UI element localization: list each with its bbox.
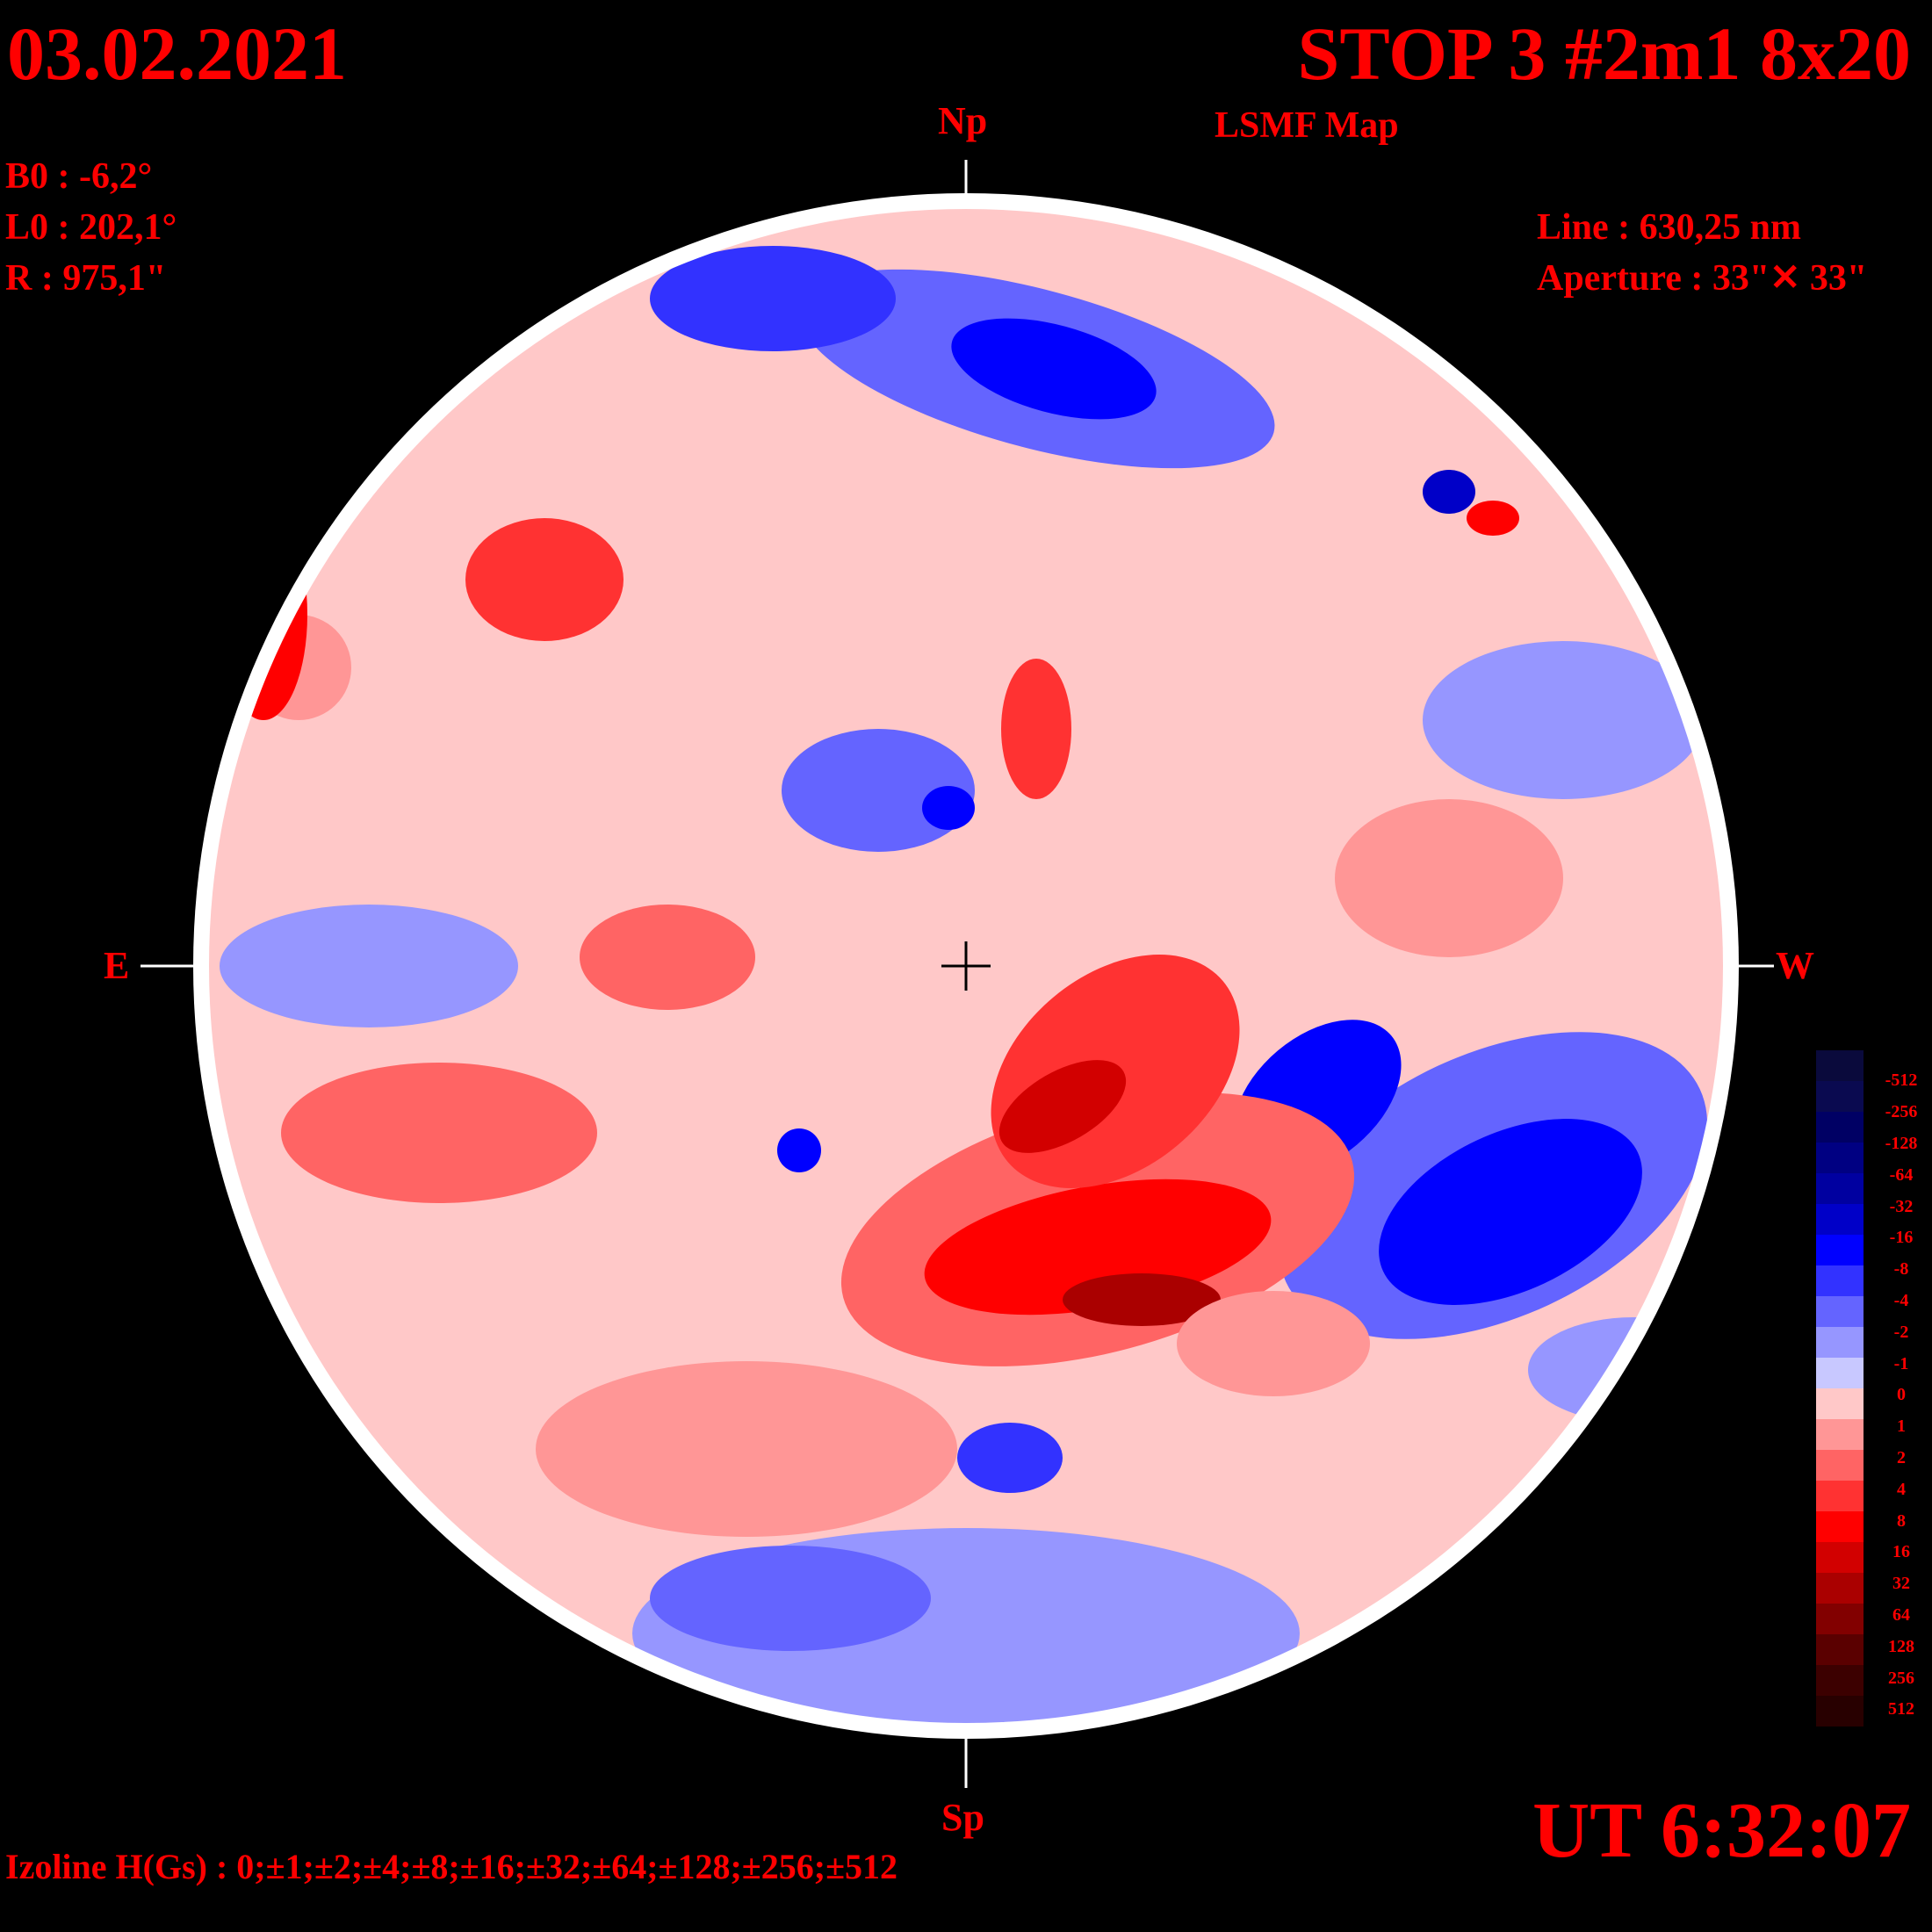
colorbar-label: -512 — [1885, 1071, 1918, 1091]
colorbar-cell — [1816, 1050, 1864, 1081]
colorbar-cell — [1816, 1573, 1864, 1604]
colorbar-cell — [1816, 1081, 1864, 1112]
colorbar-cell — [1816, 1327, 1864, 1358]
param-b0: B0 : -6,2° — [5, 156, 153, 197]
colorbar-label: -1 — [1893, 1353, 1909, 1373]
colorbar-cell — [1816, 1542, 1864, 1573]
colorbar-label: 2 — [1897, 1447, 1906, 1467]
colorbar-cell — [1816, 1604, 1864, 1634]
colorbar-label: -2 — [1893, 1322, 1909, 1342]
colorbar-cell — [1816, 1265, 1864, 1296]
colorbar-label: 512 — [1888, 1699, 1914, 1719]
colorbar — [1816, 1050, 1865, 1727]
colorbar-label: -32 — [1889, 1196, 1914, 1216]
colorbar-cell — [1816, 1696, 1864, 1727]
colorbar-label: 0 — [1897, 1385, 1906, 1405]
colorbar-labels: -512 -256 -128 -64 -32 -16 -8 -4 -2 -1 0 1 2 4 8 16 32 64… — [1871, 1065, 1932, 1726]
colorbar-cell — [1816, 1204, 1864, 1235]
colorbar-cell — [1816, 1296, 1864, 1327]
colorbar-label: -4 — [1893, 1290, 1909, 1310]
colorbar-cell — [1816, 1634, 1864, 1665]
colorbar-label: -128 — [1885, 1133, 1918, 1153]
map-subtitle: LSMF Map — [1215, 105, 1399, 146]
north-pole-label: Np — [938, 99, 988, 142]
colorbar-cell — [1816, 1419, 1864, 1450]
colorbar-label: 16 — [1892, 1542, 1910, 1562]
colorbar-cell — [1816, 1511, 1864, 1542]
colorbar-cell — [1816, 1450, 1864, 1481]
colorbar-label: 4 — [1897, 1479, 1906, 1499]
colorbar-label: 1 — [1897, 1417, 1906, 1437]
izoline-legend: Izoline H(Gs) : 0;±1;±2;±4;±8;±16;±32;±6… — [5, 1847, 898, 1886]
param-radius: R : 975,1" — [5, 258, 167, 299]
colorbar-cell — [1816, 1388, 1864, 1419]
colorbar-label: -8 — [1893, 1259, 1909, 1280]
colorbar-cell — [1816, 1665, 1864, 1696]
colorbar-cell — [1816, 1173, 1864, 1204]
colorbar-cell — [1816, 1481, 1864, 1511]
colorbar-label: 64 — [1892, 1604, 1910, 1625]
colorbar-label: -256 — [1885, 1102, 1918, 1122]
colorbar-label: 256 — [1888, 1668, 1914, 1688]
map-title: STOP 3 #2m1 8x20 — [1297, 11, 1911, 96]
colorbar-cell — [1816, 1143, 1864, 1173]
colorbar-label: -64 — [1889, 1164, 1914, 1185]
param-l0: L0 : 202,1° — [5, 207, 177, 248]
center-crosshair-icon — [941, 941, 991, 991]
ut-time: UT 6:32:07 — [1532, 1787, 1911, 1874]
west-label: W — [1776, 944, 1814, 987]
colorbar-cell — [1816, 1235, 1864, 1265]
spectral-line: Line : 630,25 nm — [1537, 207, 1802, 248]
east-label: E — [104, 944, 130, 987]
colorbar-label: 128 — [1888, 1636, 1914, 1656]
south-pole-label: Sp — [941, 1796, 984, 1839]
colorbar-label: 8 — [1897, 1510, 1906, 1531]
colorbar-cell — [1816, 1112, 1864, 1143]
colorbar-label: -16 — [1889, 1228, 1914, 1248]
aperture: Aperture : 33"✕ 33" — [1537, 258, 1868, 299]
observation-date: 03.02.2021 — [7, 11, 347, 96]
colorbar-cell — [1816, 1358, 1864, 1388]
colorbar-label: 32 — [1892, 1574, 1910, 1594]
